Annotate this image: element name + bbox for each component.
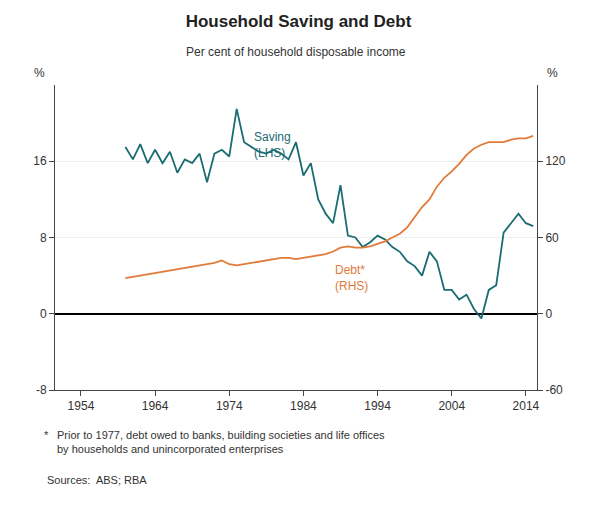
- svg-text:Sources: ABS; RBA: Sources: ABS; RBA: [47, 474, 147, 486]
- svg-text:0: 0: [40, 307, 47, 321]
- svg-text:60: 60: [545, 231, 559, 245]
- svg-text:Prior to 1977, debt owed to ba: Prior to 1977, debt owed to banks, build…: [57, 429, 385, 455]
- svg-text:%: %: [34, 66, 45, 80]
- svg-text:Saving(LHS): Saving(LHS): [254, 130, 291, 160]
- svg-text:-60: -60: [545, 383, 563, 397]
- svg-text:0: 0: [545, 307, 552, 321]
- svg-text:8: 8: [40, 231, 47, 245]
- svg-text:120: 120: [545, 154, 565, 168]
- svg-text:2014: 2014: [513, 399, 540, 413]
- svg-text:16: 16: [33, 154, 47, 168]
- svg-text:1954: 1954: [68, 399, 95, 413]
- svg-text:Household Saving and Debt: Household Saving and Debt: [186, 12, 412, 31]
- svg-text:1974: 1974: [216, 399, 243, 413]
- svg-text:Debt*(RHS): Debt*(RHS): [335, 263, 368, 293]
- svg-text:%: %: [547, 66, 558, 80]
- svg-text:*: *: [44, 429, 49, 441]
- svg-text:-8: -8: [36, 383, 47, 397]
- svg-text:1994: 1994: [364, 399, 391, 413]
- svg-text:1984: 1984: [290, 399, 317, 413]
- svg-text:2004: 2004: [438, 399, 465, 413]
- svg-text:Per cent of household disposab: Per cent of household disposable income: [186, 45, 406, 59]
- svg-text:1964: 1964: [142, 399, 169, 413]
